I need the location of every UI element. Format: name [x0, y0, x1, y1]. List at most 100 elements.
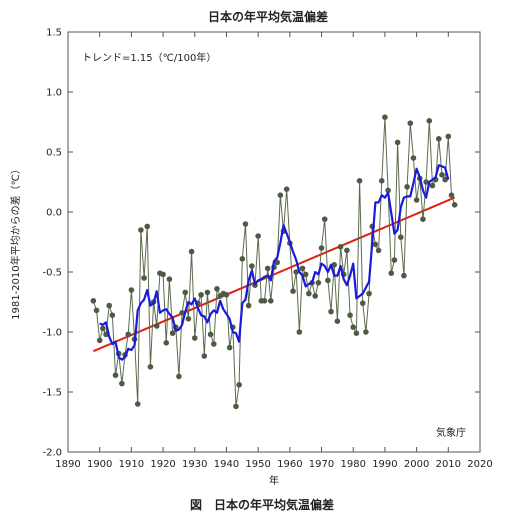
annual-point — [397, 234, 404, 240]
annual-point — [353, 330, 360, 337]
x-axis-label: 年 — [269, 474, 279, 487]
moving-average-series — [99, 164, 450, 361]
annual-point — [249, 263, 255, 269]
x-tick-label: 1920 — [150, 459, 175, 470]
x-tick-label: 1970 — [309, 459, 334, 470]
y-axis-label: 1981-2010年平均からの差（℃） — [9, 164, 22, 320]
annual-point — [138, 227, 144, 233]
annual-point — [214, 286, 220, 292]
annual-point — [176, 373, 182, 380]
annual-point — [90, 298, 97, 304]
annual-point — [169, 330, 176, 337]
x-tick-label: 2020 — [467, 459, 492, 470]
annual-point — [210, 341, 217, 347]
annual-point — [439, 172, 445, 178]
annual-point — [261, 298, 268, 304]
annual-point — [378, 178, 385, 184]
annual-point — [204, 289, 211, 296]
annual-point — [423, 179, 429, 185]
annual-point — [325, 277, 331, 284]
moving-average-line — [99, 164, 450, 361]
annual-point — [391, 257, 398, 263]
trend-line — [92, 196, 456, 353]
annual-point — [290, 288, 296, 295]
annual-point — [448, 192, 455, 198]
annual-point — [207, 331, 214, 338]
annual-point — [144, 223, 151, 230]
annual-point — [350, 324, 357, 331]
annual-point — [306, 290, 312, 297]
annual-point — [96, 337, 103, 344]
annual-point — [268, 298, 274, 304]
annual-point — [141, 275, 147, 281]
x-axis: 1890 1900 1910 1920 1930 1940 1950 1960 1970 1980… — [55, 32, 493, 470]
annual-point — [302, 271, 309, 278]
annual-point — [347, 312, 353, 319]
x-tick-label: 1900 — [87, 459, 112, 470]
annual-point — [312, 293, 319, 299]
annual-point — [296, 329, 303, 335]
figure-caption: 図 日本の年平均気温偏差 — [190, 497, 334, 512]
annual-point — [160, 271, 166, 278]
annual-point — [236, 382, 242, 388]
y-tick-label: -2.0 — [42, 448, 62, 459]
annual-point — [106, 302, 112, 309]
annual-point — [128, 287, 135, 293]
x-tick-label: 1930 — [182, 459, 207, 470]
annual-point — [125, 331, 132, 338]
annual-point — [442, 176, 448, 183]
x-tick-label: 1980 — [341, 459, 366, 470]
annual-point — [112, 372, 119, 379]
annual-point — [420, 216, 426, 222]
annual-point — [366, 290, 372, 297]
annual-point — [315, 280, 322, 286]
annual-point — [429, 182, 436, 189]
x-tick-label: 2000 — [404, 459, 429, 470]
annual-point — [226, 344, 233, 351]
annual-point — [331, 262, 338, 268]
annual-point — [233, 403, 239, 410]
annual-point — [93, 307, 100, 314]
x-tick-label: 1950 — [245, 459, 270, 470]
y-tick-label: 0.5 — [46, 148, 62, 159]
annual-point — [328, 308, 334, 315]
annual-point — [185, 316, 192, 322]
annual-point — [242, 221, 249, 227]
x-tick-label: 1990 — [372, 459, 397, 470]
annual-point — [191, 335, 198, 341]
annual-point — [134, 401, 141, 407]
x-tick-label: 1940 — [214, 459, 239, 470]
annual-point — [344, 247, 350, 254]
annual-point — [153, 323, 160, 329]
annual-point — [163, 340, 170, 346]
x-tick-label: 2010 — [436, 459, 461, 470]
annual-point — [410, 155, 417, 161]
annual-point — [201, 353, 208, 359]
chart-title: 日本の年平均気温偏差 — [208, 9, 328, 24]
y-tick-label: 1.5 — [46, 28, 62, 39]
annual-point — [359, 300, 366, 307]
annual-point — [283, 186, 290, 192]
trend-annotation: トレンド=1.15（℃/100年） — [82, 51, 216, 64]
annual-point — [198, 292, 204, 298]
annual-point — [382, 114, 388, 120]
annual-point — [436, 136, 442, 142]
annual-point — [321, 216, 328, 222]
annual-point — [318, 245, 325, 251]
annual-point — [188, 248, 195, 255]
annual-point — [119, 380, 125, 387]
annual-point — [179, 310, 185, 316]
annual-point — [277, 192, 284, 198]
annual-point — [182, 289, 189, 296]
y-tick-label: -0.5 — [42, 268, 62, 279]
annual-point — [372, 241, 379, 248]
trend-layer — [92, 196, 456, 353]
x-tick-label: 1890 — [55, 459, 80, 470]
y-tick-label: -1.5 — [42, 388, 62, 399]
y-axis: 1.5 1.0 0.5 0.0 -0.5 -1.0 -1.5 -2.0 — [42, 28, 480, 459]
y-tick-label: 1.0 — [46, 88, 62, 99]
annual-point — [255, 233, 261, 239]
annual-point — [334, 318, 341, 325]
x-tick-label: 1960 — [277, 459, 302, 470]
